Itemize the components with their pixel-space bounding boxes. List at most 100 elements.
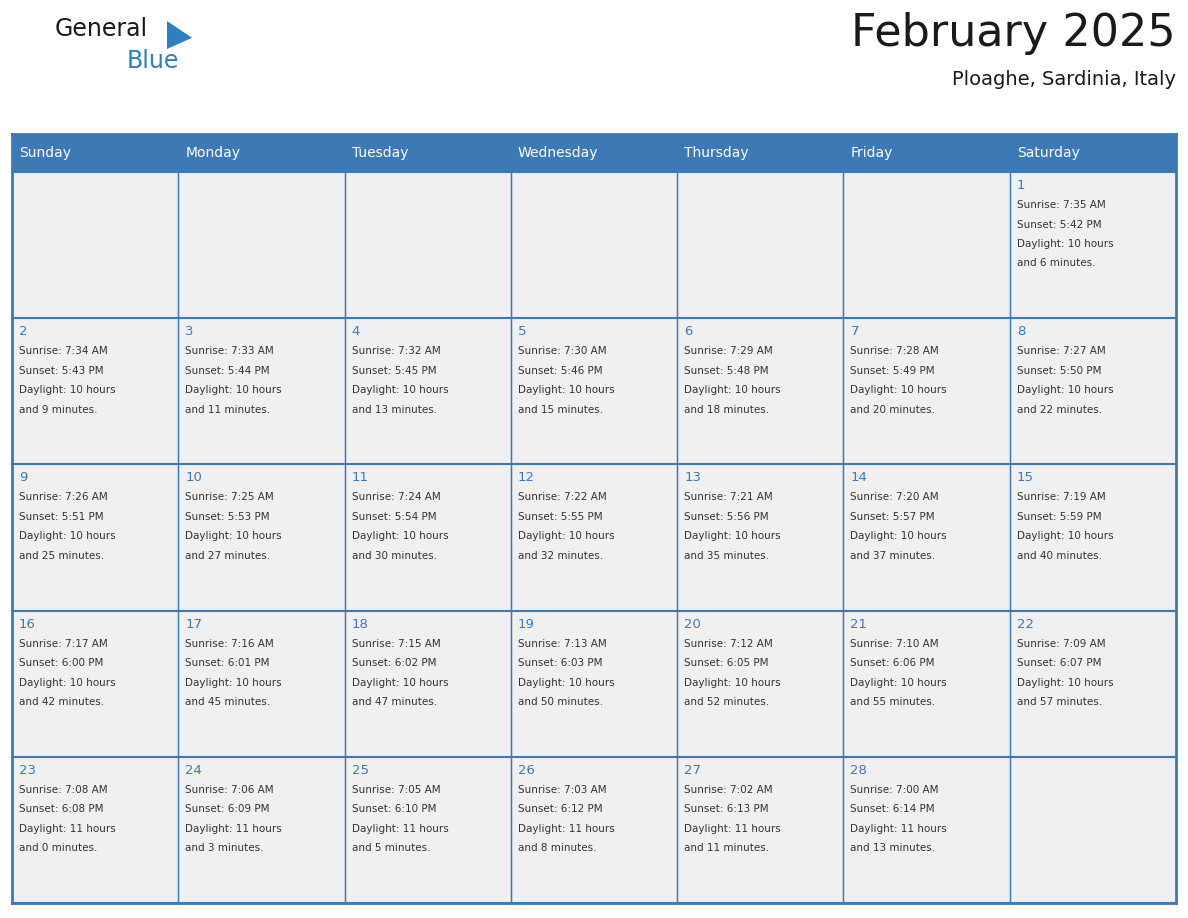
Text: and 55 minutes.: and 55 minutes.: [851, 697, 936, 707]
Bar: [677, 756, 843, 903]
Text: Sunrise: 7:33 AM: Sunrise: 7:33 AM: [185, 346, 274, 356]
Text: 19: 19: [518, 618, 535, 631]
Bar: [843, 465, 1010, 610]
Text: Sunset: 6:13 PM: Sunset: 6:13 PM: [684, 804, 769, 814]
Bar: [1010, 319, 1176, 465]
Text: Daylight: 10 hours: Daylight: 10 hours: [352, 532, 448, 542]
Text: Sunrise: 7:19 AM: Sunrise: 7:19 AM: [1017, 492, 1106, 502]
Text: Sunrise: 7:08 AM: Sunrise: 7:08 AM: [19, 785, 108, 795]
Text: Sunrise: 7:32 AM: Sunrise: 7:32 AM: [352, 346, 441, 356]
Text: General: General: [55, 17, 148, 41]
Bar: [178, 610, 345, 756]
Text: and 52 minutes.: and 52 minutes.: [684, 697, 770, 707]
Text: Sunday: Sunday: [19, 146, 71, 160]
Bar: [1010, 134, 1176, 172]
Text: Sunrise: 7:10 AM: Sunrise: 7:10 AM: [851, 639, 939, 649]
Text: Sunrise: 7:03 AM: Sunrise: 7:03 AM: [518, 785, 607, 795]
Text: 3: 3: [185, 325, 194, 338]
Text: and 40 minutes.: and 40 minutes.: [1017, 551, 1101, 561]
Text: 12: 12: [518, 472, 535, 485]
Text: Ploaghe, Sardinia, Italy: Ploaghe, Sardinia, Italy: [952, 70, 1176, 89]
Bar: [843, 319, 1010, 465]
Text: and 22 minutes.: and 22 minutes.: [1017, 405, 1101, 415]
Text: Daylight: 10 hours: Daylight: 10 hours: [851, 386, 947, 396]
Text: 11: 11: [352, 472, 368, 485]
Text: Sunset: 6:06 PM: Sunset: 6:06 PM: [851, 658, 935, 668]
Text: and 11 minutes.: and 11 minutes.: [684, 844, 770, 854]
Text: 7: 7: [851, 325, 859, 338]
Text: and 32 minutes.: and 32 minutes.: [518, 551, 604, 561]
Bar: [511, 319, 677, 465]
Text: Sunrise: 7:35 AM: Sunrise: 7:35 AM: [1017, 200, 1106, 210]
Text: Daylight: 10 hours: Daylight: 10 hours: [19, 386, 115, 396]
Bar: [1010, 610, 1176, 756]
Text: 18: 18: [352, 618, 368, 631]
Text: 13: 13: [684, 472, 701, 485]
Text: 20: 20: [684, 618, 701, 631]
Text: Daylight: 10 hours: Daylight: 10 hours: [684, 532, 781, 542]
Text: and 42 minutes.: and 42 minutes.: [19, 697, 105, 707]
Bar: [12, 134, 178, 172]
Text: 10: 10: [185, 472, 202, 485]
Text: Sunset: 5:51 PM: Sunset: 5:51 PM: [19, 512, 103, 522]
Text: 14: 14: [851, 472, 867, 485]
Bar: [345, 134, 511, 172]
Text: Sunrise: 7:30 AM: Sunrise: 7:30 AM: [518, 346, 607, 356]
Text: 9: 9: [19, 472, 27, 485]
Text: Sunrise: 7:02 AM: Sunrise: 7:02 AM: [684, 785, 772, 795]
Text: Daylight: 11 hours: Daylight: 11 hours: [19, 823, 115, 834]
Text: Sunset: 5:54 PM: Sunset: 5:54 PM: [352, 512, 436, 522]
Text: Friday: Friday: [851, 146, 893, 160]
Text: 21: 21: [851, 618, 867, 631]
Text: Sunrise: 7:25 AM: Sunrise: 7:25 AM: [185, 492, 274, 502]
Text: Daylight: 10 hours: Daylight: 10 hours: [851, 532, 947, 542]
Bar: [677, 319, 843, 465]
Text: 28: 28: [851, 764, 867, 777]
Text: and 13 minutes.: and 13 minutes.: [352, 405, 437, 415]
Text: Daylight: 10 hours: Daylight: 10 hours: [1017, 677, 1113, 688]
Text: February 2025: February 2025: [852, 12, 1176, 55]
Text: 8: 8: [1017, 325, 1025, 338]
Text: 5: 5: [518, 325, 526, 338]
Text: Daylight: 10 hours: Daylight: 10 hours: [1017, 532, 1113, 542]
Text: Daylight: 10 hours: Daylight: 10 hours: [352, 677, 448, 688]
Text: Sunset: 6:07 PM: Sunset: 6:07 PM: [1017, 658, 1101, 668]
Text: Sunrise: 7:21 AM: Sunrise: 7:21 AM: [684, 492, 773, 502]
Text: Sunrise: 7:00 AM: Sunrise: 7:00 AM: [851, 785, 939, 795]
Text: and 37 minutes.: and 37 minutes.: [851, 551, 936, 561]
Text: 2: 2: [19, 325, 27, 338]
Text: Daylight: 10 hours: Daylight: 10 hours: [19, 532, 115, 542]
Text: Sunrise: 7:29 AM: Sunrise: 7:29 AM: [684, 346, 773, 356]
Bar: [178, 134, 345, 172]
Text: Sunset: 5:48 PM: Sunset: 5:48 PM: [684, 365, 769, 375]
Polygon shape: [168, 21, 192, 49]
Text: Daylight: 10 hours: Daylight: 10 hours: [851, 677, 947, 688]
Bar: [1010, 172, 1176, 319]
Text: Sunrise: 7:27 AM: Sunrise: 7:27 AM: [1017, 346, 1106, 356]
Text: Sunset: 6:00 PM: Sunset: 6:00 PM: [19, 658, 103, 668]
Text: and 11 minutes.: and 11 minutes.: [185, 405, 271, 415]
Text: Sunrise: 7:26 AM: Sunrise: 7:26 AM: [19, 492, 108, 502]
Text: Sunset: 5:46 PM: Sunset: 5:46 PM: [518, 365, 602, 375]
Text: Daylight: 11 hours: Daylight: 11 hours: [185, 823, 282, 834]
Text: 22: 22: [1017, 618, 1034, 631]
Text: Sunrise: 7:20 AM: Sunrise: 7:20 AM: [851, 492, 939, 502]
Text: 27: 27: [684, 764, 701, 777]
Text: Sunrise: 7:24 AM: Sunrise: 7:24 AM: [352, 492, 441, 502]
Text: 4: 4: [352, 325, 360, 338]
Text: Daylight: 11 hours: Daylight: 11 hours: [684, 823, 781, 834]
Text: and 18 minutes.: and 18 minutes.: [684, 405, 770, 415]
Text: Sunrise: 7:13 AM: Sunrise: 7:13 AM: [518, 639, 607, 649]
Text: and 25 minutes.: and 25 minutes.: [19, 551, 105, 561]
Bar: [677, 610, 843, 756]
Text: and 27 minutes.: and 27 minutes.: [185, 551, 271, 561]
Text: 26: 26: [518, 764, 535, 777]
Bar: [511, 610, 677, 756]
Text: 25: 25: [352, 764, 368, 777]
Text: Daylight: 11 hours: Daylight: 11 hours: [518, 823, 614, 834]
Text: Sunset: 5:55 PM: Sunset: 5:55 PM: [518, 512, 602, 522]
Text: 23: 23: [19, 764, 36, 777]
Text: 24: 24: [185, 764, 202, 777]
Text: Thursday: Thursday: [684, 146, 748, 160]
Text: Sunset: 6:02 PM: Sunset: 6:02 PM: [352, 658, 436, 668]
